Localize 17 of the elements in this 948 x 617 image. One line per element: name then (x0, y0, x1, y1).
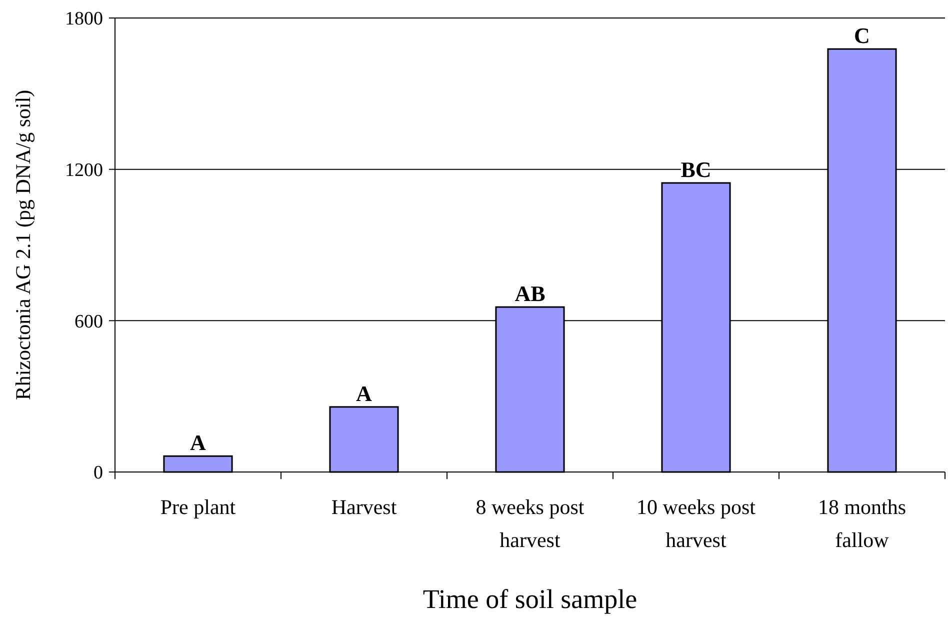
x-tick-label: 18 months fallow (818, 495, 906, 552)
y-tick-label: 600 (74, 311, 103, 332)
x-tick-label: Pre plant (160, 495, 236, 519)
y-tick-label: 1200 (65, 160, 103, 181)
y-axis-title: Rhizoctonia AG 2.1 (pg DNA/g soil) (11, 90, 35, 400)
x-tick-label: 10 weeks post harvest (636, 495, 756, 552)
x-axis-title: Time of soil sample (422, 584, 638, 614)
annotation: A (356, 380, 372, 406)
bar (163, 455, 233, 473)
x-tick-label: Harvest (331, 495, 397, 519)
annotation: AB (514, 281, 546, 306)
x-tick-label: 8 weeks post harvest (476, 495, 584, 552)
y-tick-label: 1800 (65, 8, 103, 30)
annotation: C (854, 23, 870, 48)
annotation: A (190, 430, 206, 456)
y-tick-label: 0 (94, 462, 103, 484)
bar (329, 406, 399, 473)
